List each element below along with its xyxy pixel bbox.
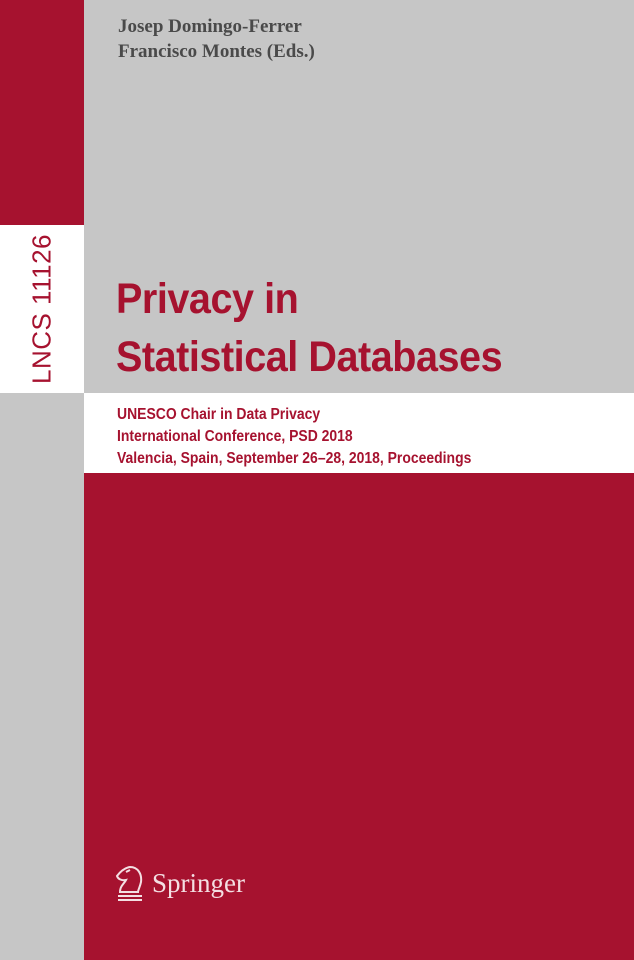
title-line: Statistical Databases <box>116 333 503 381</box>
publisher-name: Springer <box>152 867 245 898</box>
lower-red-area <box>84 473 634 960</box>
subtitle-line: UNESCO Chair in Data Privacy <box>117 406 321 423</box>
left-gray-band <box>0 393 84 960</box>
book-subtitle: UNESCO Chair in Data Privacy Internation… <box>117 404 471 470</box>
left-red-band <box>0 0 84 225</box>
subtitle-band <box>84 393 634 473</box>
springer-horse-icon <box>115 865 143 901</box>
book-title: Privacy in Statistical Databases <box>116 270 503 386</box>
publisher-logo: Springer <box>112 864 245 902</box>
series-band <box>0 225 84 393</box>
subtitle-line: International Conference, PSD 2018 <box>117 428 353 445</box>
subtitle-line: Valencia, Spain, September 26–28, 2018, … <box>117 450 472 467</box>
editor-name: Francisco Montes (Eds.) <box>118 41 315 62</box>
title-area <box>84 0 634 393</box>
editors: Josep Domingo-Ferrer Francisco Montes (E… <box>118 14 315 64</box>
series-label: LNCS 11126 <box>26 233 57 385</box>
editor-name: Josep Domingo-Ferrer <box>118 16 302 37</box>
title-line: Privacy in <box>116 275 299 323</box>
